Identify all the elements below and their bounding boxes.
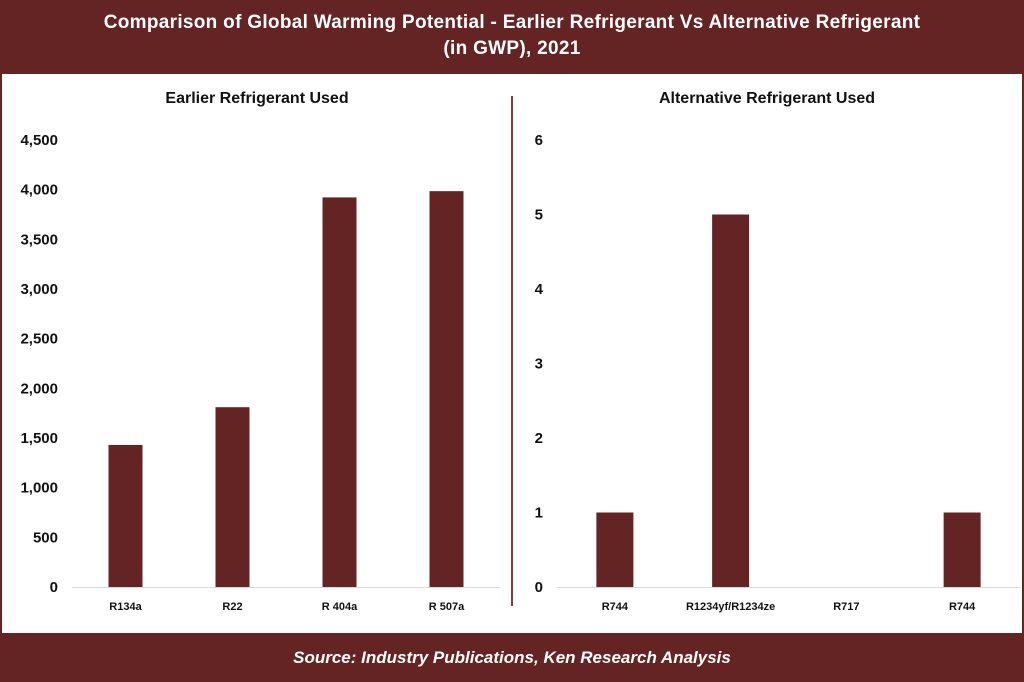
source-note: Source: Industry Publications, Ken Resea…	[0, 633, 1024, 682]
bar-r22	[215, 407, 250, 587]
y-tick-label: 0	[50, 579, 58, 596]
y-tick-label: 3	[535, 356, 543, 373]
x-tick-label: R744	[602, 601, 629, 613]
title-line-2: (in GWP), 2021	[443, 38, 581, 59]
panel-divider	[511, 96, 513, 606]
y-tick-label: 1,000	[20, 480, 58, 497]
title-line-1: Comparison of Global Warming Potential -…	[103, 12, 921, 33]
y-tick-label: 500	[33, 529, 58, 546]
y-tick-label: 2,500	[20, 331, 58, 348]
y-tick-label: 2	[535, 430, 543, 447]
chart-title: Comparison of Global Warming Potential -…	[0, 0, 1024, 74]
y-tick-label: 2,000	[20, 380, 58, 397]
bar-r-404a	[322, 197, 357, 587]
bar-r1234yf-r1234ze	[712, 214, 750, 587]
x-tick-label: R744	[949, 601, 976, 613]
y-tick-label: 1,500	[20, 430, 58, 447]
y-tick-label: 5	[535, 207, 543, 224]
panel-title: Earlier Refrigerant Used	[165, 90, 348, 107]
bar-r-507a	[429, 191, 464, 587]
y-tick-label: 3,500	[20, 231, 58, 248]
x-tick-label: R 404a	[322, 601, 358, 613]
chart-frame	[0, 74, 1024, 634]
x-tick-label: R1234yf/R1234ze	[686, 601, 775, 613]
bar-r744	[596, 512, 634, 587]
y-tick-label: 4,000	[20, 182, 58, 199]
y-tick-label: 6	[535, 132, 543, 149]
y-tick-label: 3,000	[20, 281, 58, 298]
x-tick-label: R717	[833, 601, 859, 613]
bar-r744	[943, 512, 981, 587]
y-tick-label: 0	[535, 579, 543, 596]
panel-title: Alternative Refrigerant Used	[659, 90, 875, 107]
x-tick-label: R134a	[109, 601, 142, 613]
x-tick-label: R22	[222, 601, 242, 613]
y-tick-label: 1	[535, 505, 543, 522]
y-tick-label: 4,500	[20, 132, 58, 149]
y-tick-label: 4	[535, 281, 544, 298]
bar-r134a	[108, 444, 143, 587]
x-tick-label: R 507a	[429, 601, 465, 613]
